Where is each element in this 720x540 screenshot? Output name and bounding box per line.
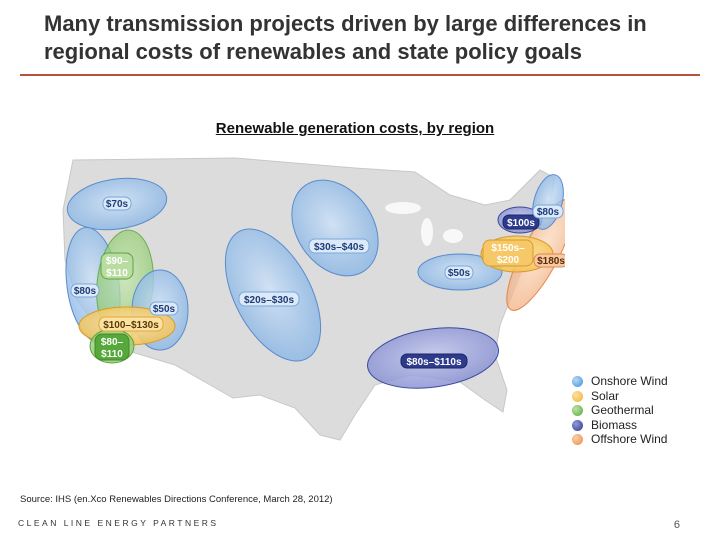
- legend-item-geothermal: Geothermal: [570, 403, 710, 418]
- svg-text:$110: $110: [101, 349, 123, 360]
- svg-text:$200: $200: [497, 255, 520, 266]
- lake-michigan: [421, 218, 433, 246]
- svg-text:$80s: $80s: [537, 207, 560, 218]
- region-label-se: $80s–$110s: [400, 353, 468, 369]
- svg-text:$110: $110: [106, 268, 128, 279]
- region-label-plains: $20s–$30s: [238, 291, 300, 307]
- title-divider: [20, 74, 700, 76]
- company-logo: CLEAN LINE ENERGY PARTNERS: [18, 518, 219, 528]
- svg-text:$80s: $80s: [74, 286, 97, 297]
- region-label-ohio: $50s: [444, 265, 474, 280]
- region-label-nw: $70s: [102, 196, 132, 211]
- region-label-wca: $80s: [70, 283, 100, 298]
- region-label-nca: $90– $110: [100, 252, 134, 280]
- lake-superior: [385, 202, 421, 214]
- onshore-wind-swatch-icon: [572, 376, 583, 387]
- us-cost-map: $70s $90– $110 $80s $50s $100–$130s $80–…: [62, 157, 565, 441]
- region-label-midatl: $150s– $200: [482, 239, 534, 267]
- svg-text:$100s: $100s: [507, 218, 535, 229]
- biomass-swatch-icon: [572, 419, 583, 431]
- svg-text:$100–$130s: $100–$130s: [103, 320, 159, 331]
- region-label-ny: $100s: [502, 214, 540, 230]
- page-number: 6: [673, 519, 680, 531]
- region-label-scal: $80– $110: [94, 333, 130, 361]
- region-label-swsolar: $100–$130s: [98, 316, 164, 332]
- region-label-upperplains: $30s–$40s: [308, 238, 370, 254]
- region-label-offshore: $180s: [533, 253, 565, 268]
- region-label-ne: $80s: [532, 204, 564, 219]
- svg-text:$180s: $180s: [537, 256, 565, 267]
- lake-huron: [443, 229, 463, 243]
- legend-item-offshore-wind: Offshore Wind: [570, 432, 710, 447]
- svg-text:$50s: $50s: [153, 304, 176, 315]
- slide-title: Many transmission projects driven by lar…: [44, 11, 647, 64]
- svg-text:$150s–: $150s–: [491, 243, 525, 254]
- legend-item-solar: Solar: [570, 389, 710, 404]
- svg-text:$90–: $90–: [106, 256, 129, 267]
- source-note: Source: IHS (en.Xco Renewables Direction…: [20, 494, 333, 505]
- solar-swatch-icon: [572, 390, 583, 402]
- offshore-wind-swatch-icon: [572, 434, 583, 445]
- svg-text:$30s–$40s: $30s–$40s: [314, 242, 364, 253]
- svg-text:$70s: $70s: [106, 199, 129, 210]
- svg-text:$20s–$30s: $20s–$30s: [244, 295, 294, 306]
- region-label-swwind: $50s: [149, 301, 179, 316]
- map-title: Renewable generation costs, by region: [215, 120, 495, 137]
- legend-item-biomass: Biomass: [570, 418, 710, 433]
- svg-text:$80–: $80–: [101, 337, 124, 348]
- geothermal-swatch-icon: [572, 405, 583, 416]
- map-legend: Onshore Wind Solar Geothermal Biomass Of…: [570, 374, 710, 447]
- svg-text:$80s–$110s: $80s–$110s: [406, 357, 462, 368]
- legend-item-onshore-wind: Onshore Wind: [570, 374, 710, 389]
- svg-text:$50s: $50s: [448, 268, 471, 279]
